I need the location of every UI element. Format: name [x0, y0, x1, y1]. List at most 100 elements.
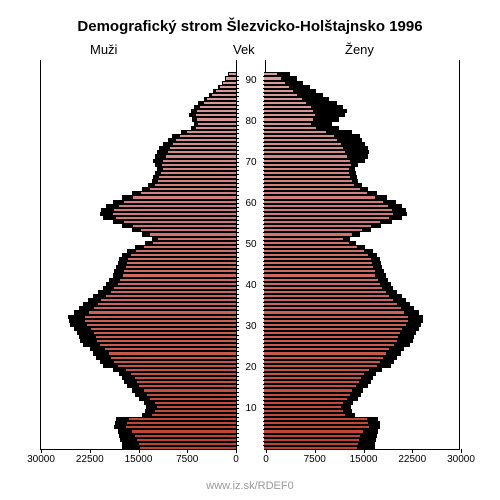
female-age-23 [264, 351, 459, 355]
male-age-29 [41, 327, 236, 331]
male-age-82 [41, 109, 236, 113]
y-tick-label: 70 [236, 157, 266, 168]
x-tick-label: 0 [263, 454, 269, 465]
female-age-64 [264, 183, 459, 187]
male-age-59 [41, 204, 236, 208]
male-age-36 [41, 298, 236, 302]
y-tick-label: 40 [236, 280, 266, 291]
male-age-31 [41, 319, 236, 323]
male-age-84 [41, 101, 236, 105]
y-tick-label: 60 [236, 198, 266, 209]
male-age-40 [41, 282, 236, 286]
male-age-43 [41, 269, 236, 273]
male-age-63 [41, 187, 236, 191]
female-age-49 [264, 245, 459, 249]
male-age-20 [41, 364, 236, 368]
y-tick-label: 30 [236, 321, 266, 332]
female-age-83 [264, 105, 459, 109]
male-age-44 [41, 265, 236, 269]
female-age-36 [264, 298, 459, 302]
female-age-13 [264, 393, 459, 397]
male-age-37 [41, 294, 236, 298]
male-age-52 [41, 232, 236, 236]
female-age-22 [264, 356, 459, 360]
male-age-22 [41, 356, 236, 360]
male-age-86 [41, 93, 236, 97]
male-age-27 [41, 335, 236, 339]
female-age-84 [264, 101, 459, 105]
male-age-24 [41, 347, 236, 351]
male-age-45 [41, 261, 236, 265]
male-age-70 [41, 159, 236, 163]
female-age-4 [264, 429, 459, 433]
male-age-54 [41, 224, 236, 228]
female-age-35 [264, 302, 459, 306]
male-age-57 [41, 212, 236, 216]
male-age-19 [41, 368, 236, 372]
female-age-29 [264, 327, 459, 331]
y-tick-label: 80 [236, 116, 266, 127]
female-age-20 [264, 364, 459, 368]
female-age-52 [264, 232, 459, 236]
female-half [264, 60, 459, 450]
female-age-5 [264, 425, 459, 429]
male-age-67 [41, 171, 236, 175]
female-age-91 [264, 72, 459, 76]
male-age-64 [41, 183, 236, 187]
female-age-32 [264, 315, 459, 319]
male-age-4 [41, 429, 236, 433]
watermark: www.iz.sk/RDEF0 [0, 480, 500, 492]
male-age-9 [41, 409, 236, 413]
female-age-17 [264, 376, 459, 380]
female-age-87 [264, 89, 459, 93]
female-age-76 [264, 134, 459, 138]
female-age-78 [264, 126, 459, 130]
male-age-90 [41, 76, 236, 80]
female-age-8 [264, 413, 459, 417]
female-age-90 [264, 76, 459, 80]
male-age-13 [41, 393, 236, 397]
female-age-70 [264, 159, 459, 163]
female-age-62 [264, 191, 459, 195]
female-age-46 [264, 257, 459, 261]
female-age-59 [264, 204, 459, 208]
male-age-41 [41, 278, 236, 282]
female-age-88 [264, 85, 459, 89]
female-age-82 [264, 109, 459, 113]
male-age-8 [41, 413, 236, 417]
x-tick-label: 7500 [176, 454, 198, 465]
female-age-75 [264, 138, 459, 142]
chart-title: Demografický strom Šlezvicko-Holštajnsko… [0, 18, 500, 35]
male-age-30 [41, 323, 236, 327]
male-age-76 [41, 134, 236, 138]
male-age-87 [41, 89, 236, 93]
female-age-77 [264, 130, 459, 134]
female-age-11 [264, 401, 459, 405]
label-women: Ženy [345, 42, 374, 57]
male-age-83 [41, 105, 236, 109]
male-age-80 [41, 117, 236, 121]
male-age-26 [41, 339, 236, 343]
label-age: Vek [233, 42, 255, 57]
male-age-1 [41, 442, 236, 446]
male-age-38 [41, 290, 236, 294]
female-age-42 [264, 273, 459, 277]
male-age-50 [41, 241, 236, 245]
female-age-68 [264, 167, 459, 171]
label-men: Muži [90, 42, 117, 57]
male-half [41, 60, 236, 450]
female-age-30 [264, 323, 459, 327]
female-age-51 [264, 237, 459, 241]
female-age-54 [264, 224, 459, 228]
male-age-28 [41, 331, 236, 335]
female-age-80 [264, 117, 459, 121]
male-age-69 [41, 163, 236, 167]
male-age-66 [41, 175, 236, 179]
male-age-73 [41, 146, 236, 150]
y-tick-label: 50 [236, 239, 266, 250]
male-age-51 [41, 237, 236, 241]
x-tick-label: 0 [233, 454, 239, 465]
male-age-3 [41, 434, 236, 438]
female-age-53 [264, 228, 459, 232]
female-age-28 [264, 331, 459, 335]
